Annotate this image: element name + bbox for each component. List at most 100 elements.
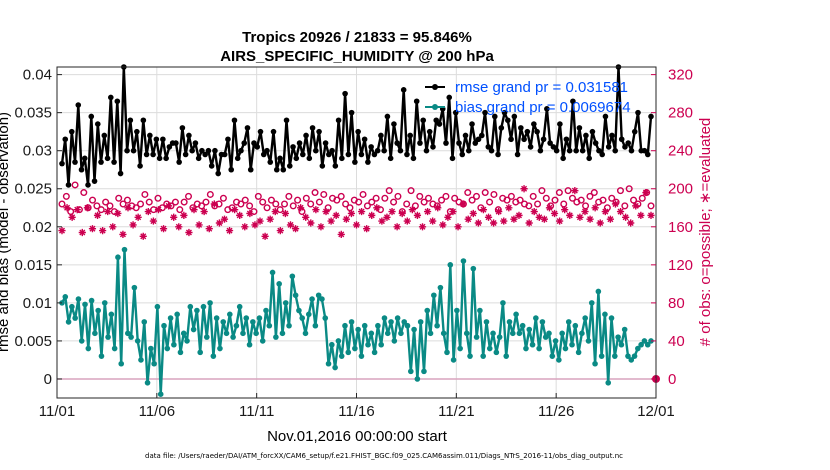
obs-evaluated-marker — [195, 221, 203, 229]
bias-point — [180, 330, 187, 337]
rmse-point — [300, 151, 306, 158]
bias-point — [167, 315, 174, 321]
rmse-point — [368, 144, 374, 150]
rmse-point — [94, 121, 101, 127]
rmse-point — [130, 147, 137, 154]
bias-point — [457, 345, 463, 352]
obs-evaluated-marker — [378, 217, 386, 225]
bias-point — [424, 307, 431, 314]
legend-rmse-label: rmse grand pr = 0.031581 — [455, 79, 628, 96]
series-obs-evaluated — [58, 185, 660, 383]
bias-point — [467, 353, 473, 359]
obs-evaluated-marker — [317, 223, 325, 231]
x-tick-label: 11/11 — [239, 403, 274, 420]
rmse-point — [413, 98, 420, 105]
obs-possible-marker — [294, 196, 302, 204]
bias-point — [101, 300, 108, 306]
obs-evaluated-marker — [439, 221, 447, 229]
bias-point — [111, 345, 118, 352]
obs-possible-marker — [542, 194, 550, 202]
obs-possible-marker — [359, 190, 367, 198]
bias-point — [302, 330, 309, 337]
rmse-point — [345, 151, 352, 158]
rmse-point — [537, 147, 544, 154]
rmse-point — [176, 159, 182, 165]
bias-point — [575, 349, 582, 356]
obs-evaluated-marker — [205, 225, 213, 233]
rmse-point — [290, 144, 296, 150]
bias-point — [401, 319, 408, 325]
rmse-point — [355, 128, 361, 135]
bias-point — [75, 296, 82, 302]
obs-evaluated-marker — [550, 209, 559, 218]
rmse-point — [234, 155, 241, 162]
rmse-point — [423, 147, 430, 154]
rmse-point — [378, 132, 384, 139]
y-tick-label: 0.005 — [14, 333, 52, 350]
rmse-point — [544, 106, 550, 112]
obs-possible-marker — [420, 198, 428, 206]
rmse-point — [400, 87, 407, 93]
obs-evaluated-marker — [144, 207, 152, 216]
bias-point — [279, 330, 286, 337]
bias-point — [82, 301, 88, 308]
bias-point — [569, 341, 575, 348]
rmse-point — [384, 113, 391, 120]
bias-point — [329, 341, 335, 348]
obs-possible-marker — [472, 192, 480, 200]
bias-point — [375, 322, 381, 329]
obs-evaluated-marker — [642, 188, 650, 197]
y-right-tick-label: 240 — [668, 143, 693, 160]
rmse-point — [150, 151, 156, 158]
bias-point — [338, 353, 345, 359]
bias-point — [618, 341, 625, 348]
obs-evaluated-marker — [423, 207, 432, 216]
rmse-point — [221, 151, 228, 158]
obs-possible-marker — [424, 194, 432, 202]
obs-evaluated-marker — [119, 230, 127, 239]
rmse-point — [365, 159, 371, 165]
rmse-point — [348, 109, 355, 116]
bias-point — [605, 379, 612, 386]
obs-evaluated-marker — [510, 215, 518, 223]
rmse-point — [524, 128, 531, 135]
bias-point — [161, 322, 167, 329]
y-right-tick-label: 80 — [668, 295, 685, 312]
obs-evaluated-marker — [556, 217, 564, 225]
rmse-point — [531, 121, 537, 127]
obs-evaluated-marker — [246, 209, 254, 218]
obs-possible-marker — [171, 198, 179, 206]
obs-possible-marker — [394, 192, 402, 200]
rmse-point — [108, 94, 114, 101]
rmse-point — [498, 125, 505, 131]
bias-point — [516, 330, 523, 337]
rmse-point — [387, 155, 394, 162]
obs-evaluated-marker — [231, 206, 239, 214]
obs-possible-marker — [263, 204, 271, 212]
y-tick-label: 0.03 — [23, 143, 52, 160]
obs-possible-marker — [320, 190, 328, 198]
rmse-point — [277, 155, 283, 162]
bias-point — [490, 330, 496, 337]
rmse-point — [273, 166, 280, 173]
obs-possible-marker — [237, 200, 245, 208]
obs-possible-marker — [219, 194, 227, 202]
legend-bias-label: bias grand pr = 0.0069674 — [455, 99, 631, 116]
rmse-point — [68, 128, 75, 135]
obs-possible-marker — [176, 206, 184, 214]
obs-possible-marker — [132, 204, 140, 212]
obs-possible-marker — [529, 192, 537, 200]
obs-possible-marker — [376, 206, 384, 214]
bias-point — [493, 349, 500, 356]
obs-evaluated-marker — [576, 213, 584, 221]
rmse-point — [59, 160, 65, 167]
bias-point — [536, 345, 542, 352]
bias-point — [421, 368, 427, 375]
obs-possible-marker — [285, 192, 293, 200]
obs-evaluated-marker — [73, 206, 81, 214]
rmse-point — [576, 125, 583, 131]
rmse-point — [648, 113, 654, 120]
y-axis-left: 0 0.005 0.01 0.015 0.02 0.025 0.03 0.035 0.04 — [14, 67, 62, 388]
rmse-point — [160, 136, 166, 143]
obs-possible-marker — [551, 196, 559, 204]
